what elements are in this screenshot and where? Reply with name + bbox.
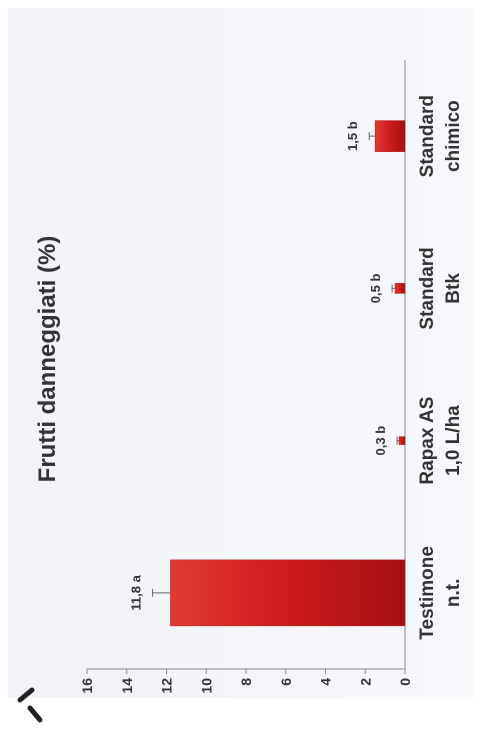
y-tick-label: 12 (159, 678, 175, 694)
y-tick-label: 0 (397, 678, 413, 686)
y-tick-label: 14 (119, 678, 135, 694)
chart-title: Frutti danneggiati (%) (34, 236, 61, 483)
bar (170, 559, 406, 627)
y-tick-label: 10 (198, 678, 214, 694)
y-tick-label: 16 (79, 678, 95, 694)
category-label: Rapax AS (417, 397, 438, 485)
corner-mark (17, 687, 43, 723)
category-label: Standard (417, 247, 438, 329)
category-label: n.t. (443, 579, 464, 608)
data-label: 0,5 b (368, 274, 383, 304)
category-label: chimico (443, 100, 464, 172)
y-tick-label: 4 (318, 678, 334, 686)
category-label: Standard (417, 95, 438, 177)
bar (374, 120, 406, 152)
y-tick-label: 6 (278, 678, 294, 686)
data-label: 0,3 b (373, 426, 388, 456)
category-label: 1,0 L/ha (443, 405, 464, 476)
bar (398, 436, 406, 445)
category-label: Testimone (417, 546, 438, 640)
category-label: Btk (443, 273, 464, 304)
data-label: 1,5 b (345, 121, 360, 151)
data-label: 11,8 a (129, 574, 144, 610)
y-tick-label: 2 (357, 678, 373, 686)
y-tick-label: 8 (238, 678, 254, 686)
bar (394, 283, 406, 294)
